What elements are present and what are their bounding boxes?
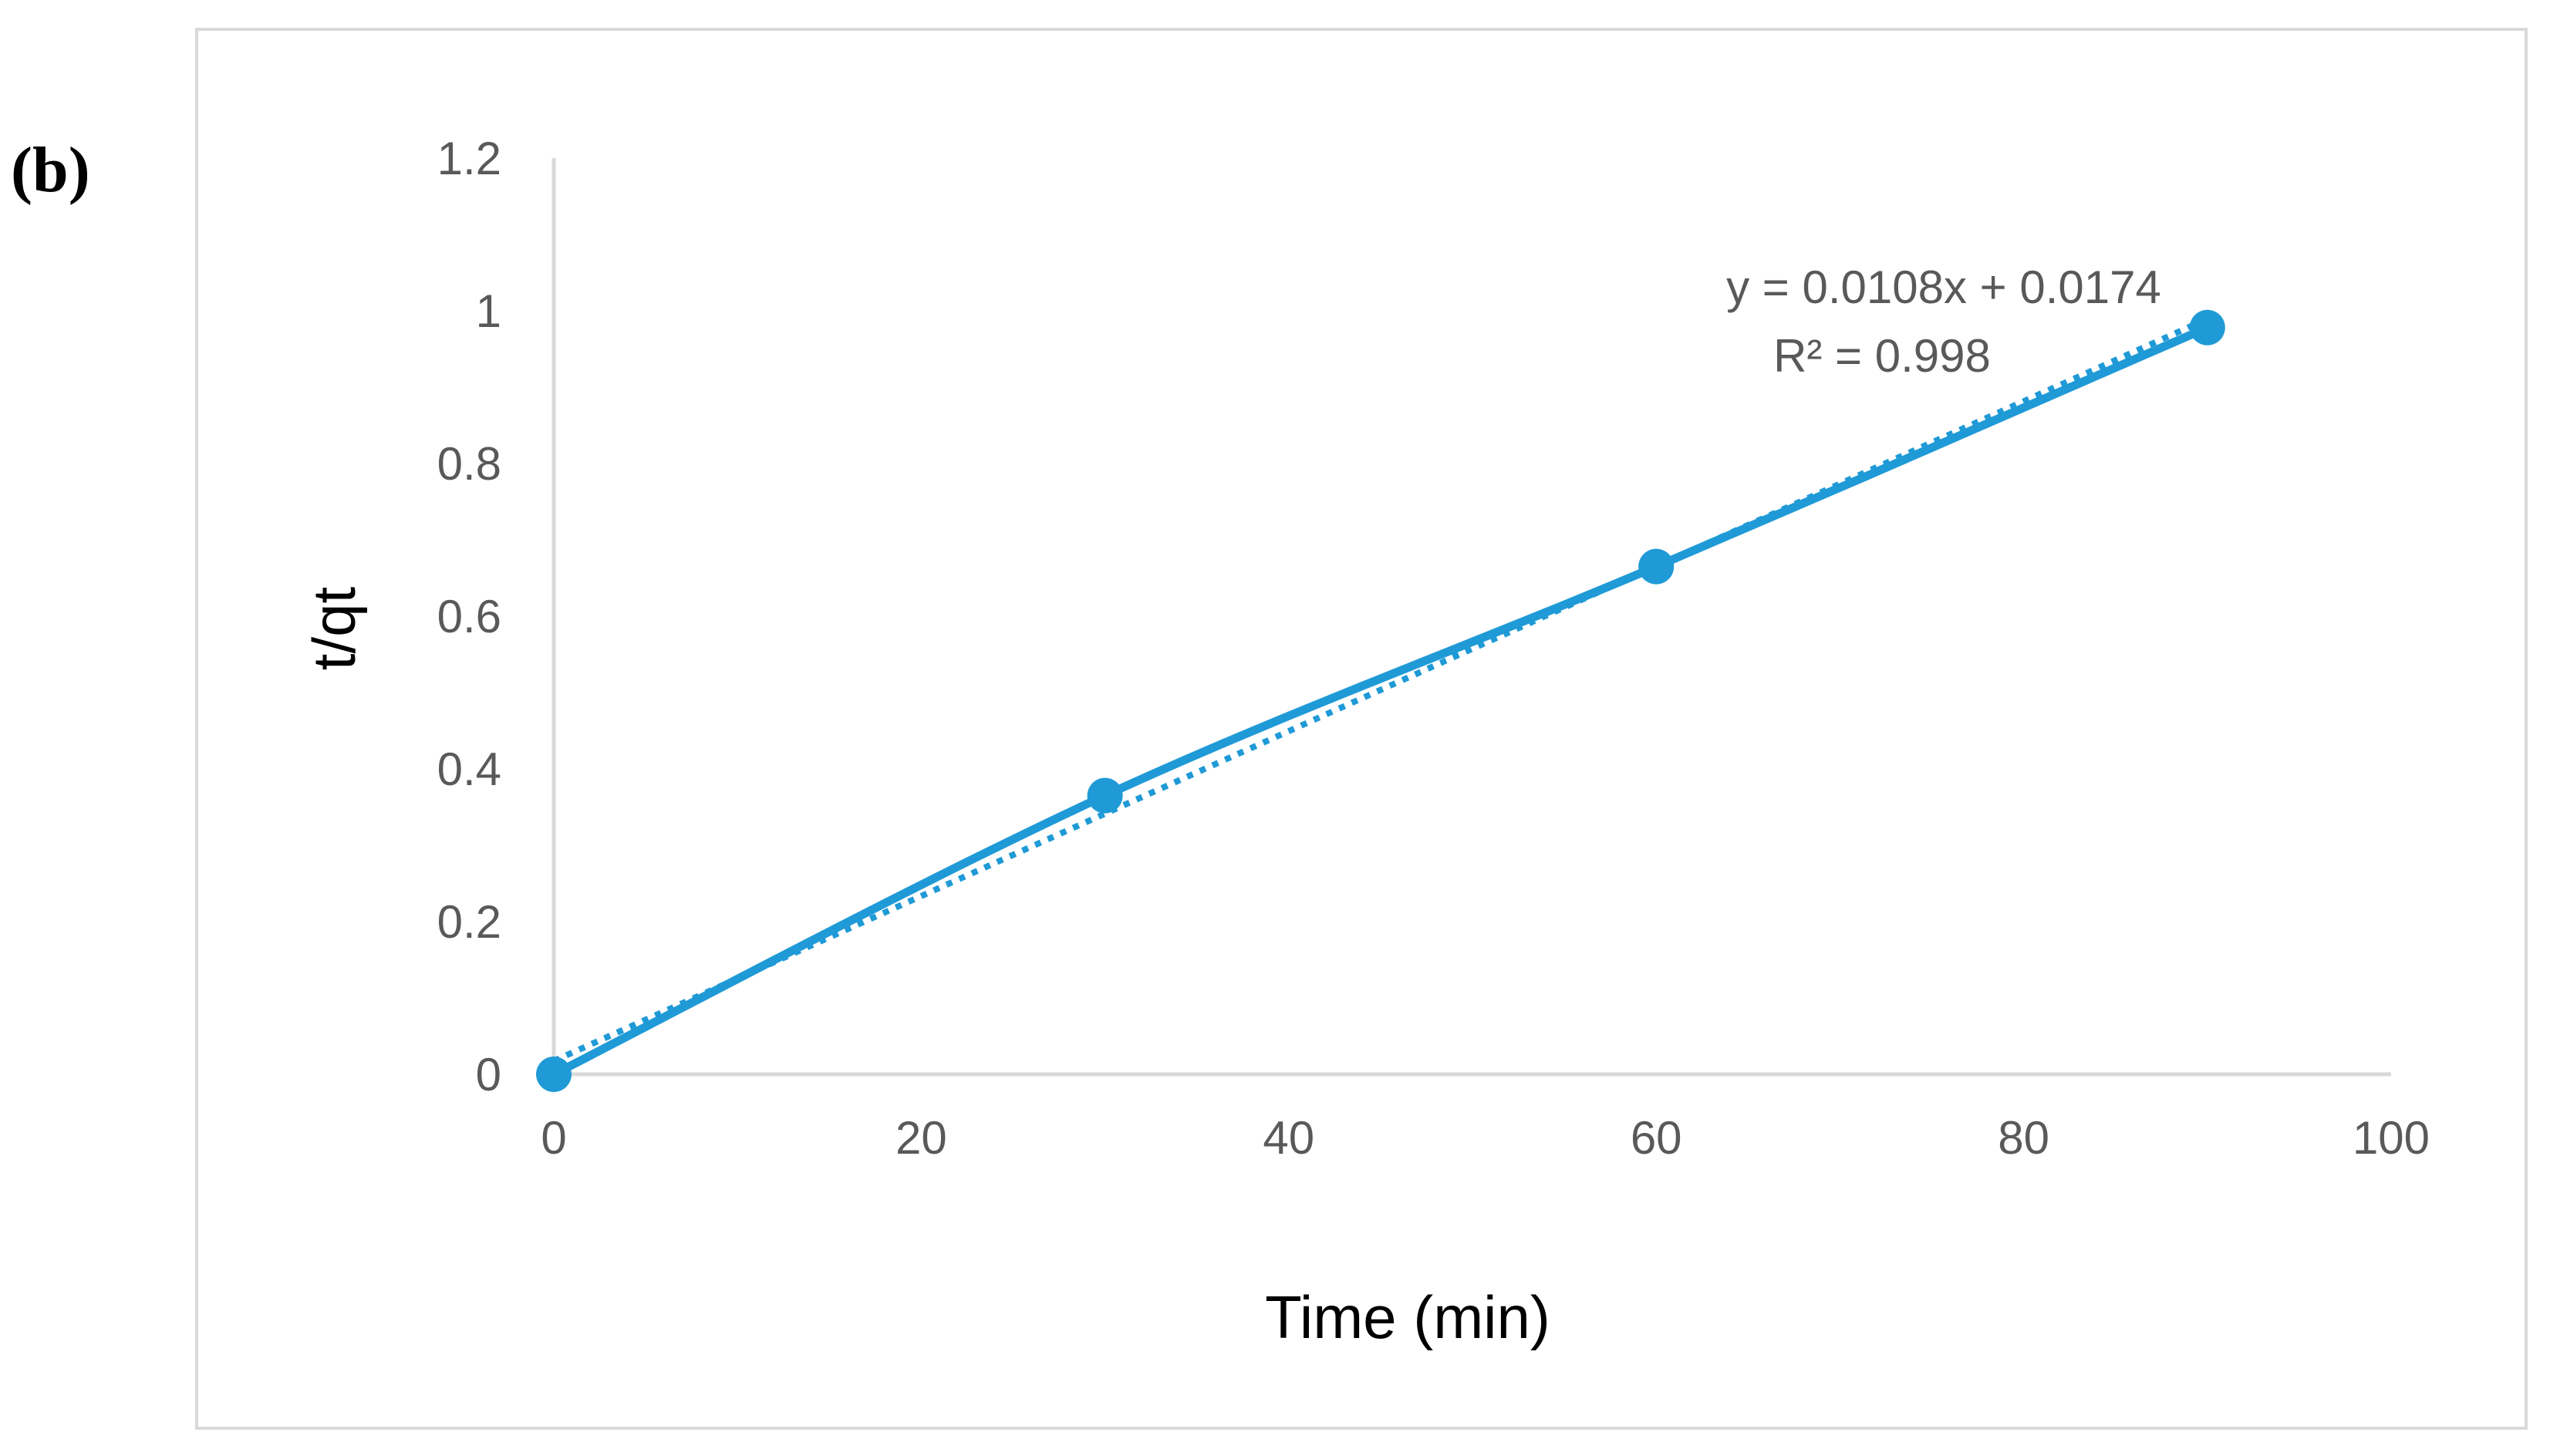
data-point <box>1638 548 1675 585</box>
trendline <box>552 315 2209 1064</box>
x-tick-label: 60 <box>1631 1112 1682 1164</box>
x-tick-labels: 0 20 40 60 80 100 <box>541 1112 2430 1164</box>
y-tick-label: 1.2 <box>437 133 501 184</box>
x-tick-label: 100 <box>2353 1112 2430 1164</box>
data-markers <box>536 309 2225 1092</box>
x-tick-label: 40 <box>1263 1112 1314 1164</box>
panel-label: (b) <box>11 134 90 206</box>
x-axis-title: Time (min) <box>1265 1283 1550 1351</box>
plot-area: 0 0.2 0.4 0.6 0.8 1 1.2 0 20 40 60 80 100 <box>437 133 2430 1164</box>
data-point <box>2189 309 2225 345</box>
y-tick-label: 0.2 <box>437 896 501 948</box>
series-line <box>549 323 2212 1079</box>
data-point <box>1087 777 1123 814</box>
y-tick-label: 0 <box>476 1049 501 1100</box>
y-axis-title: t/qt <box>300 586 368 670</box>
r-squared-label: R² = 0.998 <box>1773 330 1991 382</box>
trendline-equation: y = 0.0108x + 0.0174 <box>1726 261 2161 313</box>
y-tick-label: 0.4 <box>437 743 501 795</box>
y-tick-labels: 0 0.2 0.4 0.6 0.8 1 1.2 <box>437 133 501 1100</box>
y-tick-label: 0.6 <box>437 591 501 642</box>
chart-frame <box>195 28 2528 1430</box>
data-point <box>536 1057 572 1092</box>
x-tick-label: 20 <box>896 1112 947 1164</box>
y-tick-label: 1 <box>476 285 501 337</box>
x-tick-label: 0 <box>541 1112 566 1164</box>
x-tick-label: 80 <box>1998 1112 2049 1164</box>
y-tick-label: 0.8 <box>437 438 501 490</box>
